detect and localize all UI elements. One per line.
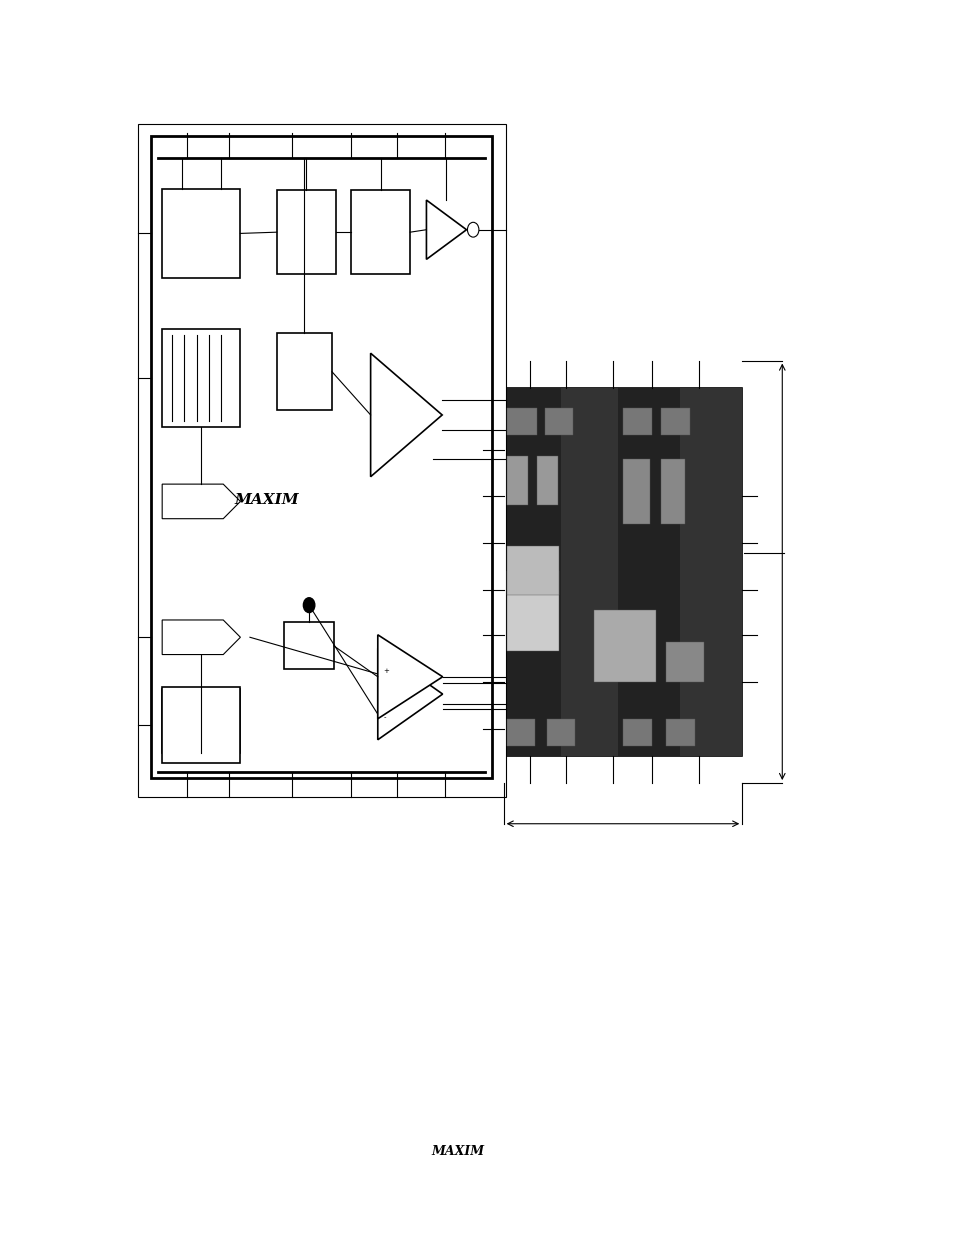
Bar (506, 719, 535, 746)
Bar (622, 459, 649, 524)
Bar (162, 329, 240, 427)
Polygon shape (162, 484, 240, 519)
Bar (276, 333, 332, 410)
Bar (284, 622, 334, 669)
Bar (660, 408, 689, 435)
Bar (506, 456, 527, 505)
Bar (560, 388, 618, 756)
Bar (679, 388, 741, 756)
Bar (503, 388, 741, 756)
Polygon shape (162, 620, 240, 655)
Bar (503, 388, 560, 756)
Bar (622, 408, 651, 435)
Bar (506, 546, 558, 595)
Bar (594, 610, 656, 682)
Bar (665, 719, 694, 746)
Bar (618, 388, 679, 756)
Bar (660, 459, 684, 524)
Text: MAXIM: MAXIM (234, 493, 299, 508)
Polygon shape (371, 353, 442, 477)
Bar (665, 642, 703, 682)
Bar (544, 408, 573, 435)
Bar (162, 687, 240, 763)
Bar (276, 190, 335, 274)
Bar (162, 689, 240, 753)
Bar (546, 719, 575, 746)
Bar (351, 190, 410, 274)
Text: +: + (383, 668, 389, 674)
Polygon shape (377, 635, 442, 719)
Text: -: - (383, 714, 386, 720)
Circle shape (303, 598, 314, 613)
Bar (151, 136, 492, 778)
Bar (506, 571, 558, 651)
Text: MAXIM: MAXIM (431, 1145, 484, 1157)
Polygon shape (426, 200, 466, 259)
Polygon shape (377, 648, 442, 740)
Bar (506, 408, 537, 435)
Bar (162, 189, 240, 278)
Bar (537, 456, 558, 505)
Bar (622, 719, 651, 746)
Bar (138, 124, 505, 797)
